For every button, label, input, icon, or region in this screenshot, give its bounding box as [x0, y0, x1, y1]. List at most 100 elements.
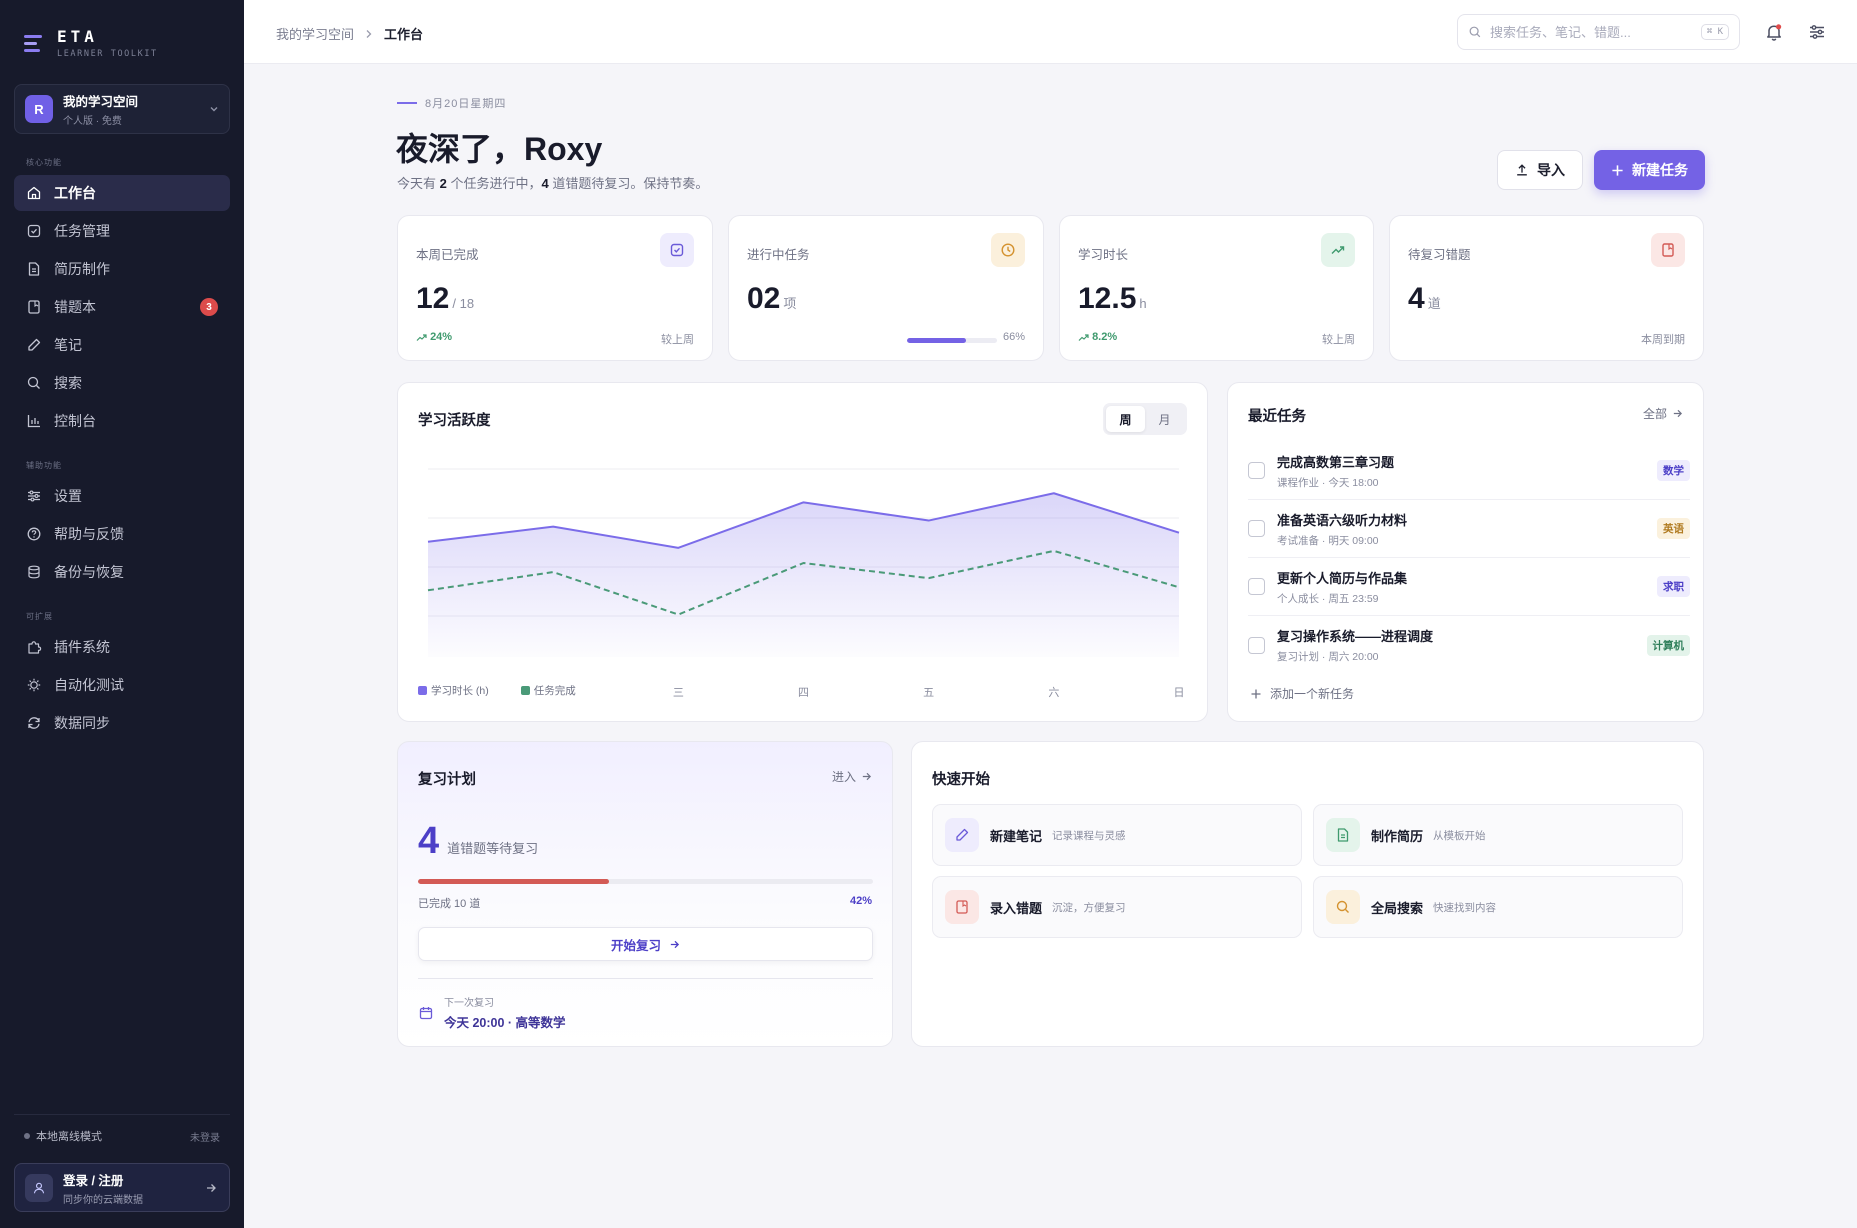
- shortcut-hint: ⌘ K: [1700, 24, 1729, 40]
- next-review-value: 今天 20:00 · 高等数学: [444, 1016, 566, 1030]
- task-row[interactable]: 更新个人简历与作品集 个人成长 · 周五 23:59 求职: [1248, 558, 1690, 616]
- view-all-link[interactable]: 全部: [1643, 405, 1683, 422]
- x-tick-label: 五: [923, 687, 935, 699]
- task-checkbox[interactable]: [1248, 462, 1265, 479]
- offline-status: 本地离线模式 未登录: [24, 1128, 220, 1144]
- task-checkbox[interactable]: [1248, 636, 1265, 654]
- plus-icon: [1612, 164, 1623, 176]
- recent-tasks-card: 最近任务 全部 完成高数第三章习题 课程作业 · 今天 18:00 数学 准备英语…: [1227, 382, 1704, 722]
- progress-bar: [907, 338, 997, 343]
- sliders-icon[interactable]: [1807, 22, 1827, 42]
- trending-up-icon: [1321, 233, 1355, 267]
- stat-trend: 24%: [416, 331, 452, 343]
- help-icon: [27, 527, 41, 541]
- stat-label: 本周已完成: [416, 248, 479, 262]
- chart-legend: 学习时长 (h) 任务完成: [418, 683, 608, 698]
- task-row[interactable]: 复习操作系统——进程调度 复习计划 · 周六 20:00 计算机: [1248, 616, 1690, 674]
- arrow-right-icon: [207, 1183, 216, 1192]
- tab-week[interactable]: 周: [1106, 406, 1145, 432]
- card-title: 学习活跃度: [418, 413, 491, 429]
- stat-card-in-progress[interactable]: 进行中任务 02 项 66%: [728, 215, 1044, 361]
- sidebar-item-label: 错题本: [54, 299, 96, 315]
- login-status: 未登录: [190, 1132, 220, 1144]
- sidebar-item-workbench[interactable]: 工作台: [14, 175, 230, 211]
- calendar-icon: [419, 1006, 433, 1019]
- review-count: 4 道错题等待复习: [418, 820, 539, 862]
- sidebar-item-label: 简历制作: [54, 261, 110, 277]
- task-title: 完成高数第三章习题: [1277, 454, 1395, 470]
- quick-action-global-search[interactable]: 全局搜索 快速找到内容: [1313, 876, 1683, 938]
- brand-logo[interactable]: ETA LEARNER TOOLKIT: [24, 27, 158, 59]
- card-title: 最近任务: [1248, 409, 1306, 425]
- task-meta: 课程作业 · 今天 18:00: [1277, 476, 1379, 489]
- bell-icon[interactable]: [1764, 22, 1784, 42]
- sidebar-item-tasks[interactable]: 任务管理: [14, 213, 230, 249]
- sliders-icon: [28, 490, 40, 502]
- quick-action-new-note[interactable]: 新建笔记 记录课程与灵感: [932, 804, 1302, 866]
- search-icon: [27, 376, 40, 389]
- sidebar-item-search[interactable]: 搜索: [14, 365, 230, 401]
- login-button[interactable]: 登录 / 注册 同步你的云端数据: [14, 1163, 230, 1212]
- quick-action-desc: 快速找到内容: [1433, 901, 1497, 914]
- sidebar-item-plugins[interactable]: 插件系统: [14, 629, 230, 665]
- review-plan-card: 复习计划 进入 4 道错题等待复习 已完成 10 道 42% 开始复习 下一次复习…: [397, 741, 893, 1047]
- stat-label: 学习时长: [1078, 248, 1129, 262]
- pen-icon: [945, 818, 979, 852]
- pen-icon: [28, 338, 41, 351]
- sidebar-item-console[interactable]: 控制台: [14, 403, 230, 439]
- import-button[interactable]: 导入: [1497, 150, 1583, 190]
- task-row[interactable]: 完成高数第三章习题 课程作业 · 今天 18:00 数学: [1248, 442, 1690, 500]
- search-input[interactable]: [1490, 24, 1701, 40]
- date-label: 8月20日星期四: [397, 95, 506, 111]
- task-checkbox[interactable]: [1248, 578, 1265, 595]
- notebook-icon: [1651, 233, 1685, 267]
- refresh-icon: [28, 717, 40, 729]
- tab-month[interactable]: 月: [1158, 412, 1171, 427]
- sidebar-item-autotest[interactable]: 自动化测试: [14, 667, 230, 703]
- task-checkbox[interactable]: [1248, 520, 1265, 537]
- enter-link[interactable]: 进入: [832, 768, 872, 785]
- quick-action-resume[interactable]: 制作简历 从模板开始: [1313, 804, 1683, 866]
- stat-card-study-time[interactable]: 学习时长 12.5 h 8.2% 较上周: [1059, 215, 1374, 361]
- trending-up-icon: [1078, 333, 1089, 341]
- task-row[interactable]: 准备英语六级听力材料 考试准备 · 明天 09:00 英语: [1248, 500, 1690, 558]
- quick-action-desc: 从模板开始: [1433, 829, 1486, 842]
- sidebar-item-settings[interactable]: 设置: [14, 478, 230, 514]
- sidebar-item-backup[interactable]: 备份与恢复: [14, 554, 230, 590]
- add-task-button[interactable]: 添加一个新任务: [1250, 685, 1354, 702]
- quick-action-title: 录入错题: [990, 900, 1043, 916]
- chevron-right-icon: [366, 29, 372, 38]
- stat-card-completed[interactable]: 本周已完成 12/ 18 24% 较上周: [397, 215, 713, 361]
- check-square-icon: [660, 233, 694, 267]
- quick-action-add-mistake[interactable]: 录入错题 沉淀，方便复习: [932, 876, 1302, 938]
- sidebar-item-notes[interactable]: 笔记: [14, 327, 230, 363]
- trending-up-icon: [416, 333, 427, 341]
- topbar: 我的学习空间 工作台 ⌘ K: [244, 0, 1857, 64]
- user-icon: [25, 1173, 53, 1202]
- breadcrumb-root[interactable]: 我的学习空间: [276, 27, 355, 42]
- progress-text: 66%: [1002, 331, 1025, 343]
- review-percent: 42%: [849, 895, 872, 907]
- sidebar-item-label: 搜索: [54, 375, 82, 391]
- sidebar-item-label: 自动化测试: [54, 677, 124, 693]
- legend-item-hours: 学习时长 (h): [418, 683, 505, 698]
- section-label-ext: 可扩展: [26, 612, 53, 621]
- workspace-avatar: R: [25, 95, 53, 123]
- task-title: 复习操作系统——进程调度: [1277, 629, 1434, 644]
- new-task-button[interactable]: 新建任务: [1594, 150, 1705, 190]
- login-subtitle: 同步你的云端数据: [63, 1194, 143, 1206]
- workspace-switcher[interactable]: R 我的学习空间 个人版 · 免费: [14, 84, 230, 134]
- section-label-aux: 辅助功能: [26, 461, 62, 470]
- home-icon: [27, 186, 41, 200]
- sidebar-item-help[interactable]: 帮助与反馈: [14, 516, 230, 552]
- task-title: 准备英语六级听力材料: [1277, 512, 1408, 528]
- sidebar-item-label: 数据同步: [54, 715, 110, 731]
- sidebar-item-mistakes[interactable]: 错题本 3: [14, 289, 230, 325]
- sidebar-item-sync[interactable]: 数据同步: [14, 705, 230, 741]
- sidebar-item-resume[interactable]: 简历制作: [14, 251, 230, 287]
- start-review-button[interactable]: 开始复习: [418, 927, 873, 961]
- search-box[interactable]: ⌘ K: [1457, 14, 1740, 50]
- logo-icon: [24, 32, 46, 54]
- status-dot: [24, 1133, 30, 1139]
